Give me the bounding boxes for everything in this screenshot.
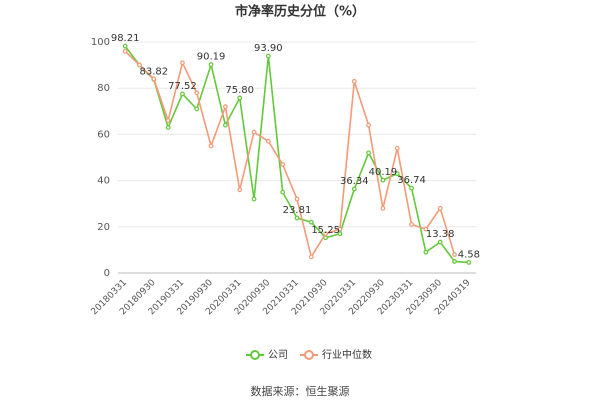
y-tick-label: 40: [97, 176, 110, 187]
point: [294, 196, 300, 202]
data-label: 13.38: [426, 229, 455, 240]
series-line: [124, 50, 456, 259]
y-tick-label: 80: [97, 83, 110, 94]
data-label: 15.25: [311, 225, 340, 236]
point: [265, 138, 271, 144]
point: [437, 239, 443, 245]
point: [122, 48, 128, 54]
point: [452, 252, 457, 257]
point: [423, 226, 429, 232]
point: [366, 122, 372, 128]
data-label: 98.21: [111, 33, 140, 44]
source: 数据来源：恒生聚源: [251, 384, 350, 398]
point: [308, 219, 314, 225]
y-tick-label: 20: [97, 222, 110, 233]
data-label: 90.19: [197, 52, 226, 63]
data-label: 36.74: [397, 175, 426, 186]
point: [280, 189, 286, 195]
point: [237, 187, 243, 193]
data-label: 36.34: [340, 176, 369, 187]
point: [294, 215, 300, 221]
data-label: 4.58: [458, 249, 480, 260]
point: [394, 145, 400, 151]
point: [122, 43, 128, 49]
data-label: 83.82: [139, 66, 168, 77]
point: [151, 76, 157, 82]
point: [366, 150, 372, 156]
point: [351, 78, 357, 84]
point: [251, 196, 257, 202]
point: [280, 162, 286, 167]
y-tick-label: 0: [104, 268, 110, 279]
point: [351, 186, 357, 192]
chart-title: 市净率历史分位（%）: [235, 4, 365, 20]
point: [180, 60, 185, 66]
point: [180, 91, 185, 97]
point: [466, 260, 472, 265]
point: [323, 231, 329, 237]
point: [380, 177, 386, 183]
point: [165, 118, 171, 123]
point: [452, 259, 457, 264]
legend-label: 行业中位数: [322, 348, 372, 361]
point: [265, 53, 271, 59]
point: [251, 129, 257, 135]
point: [208, 62, 214, 68]
legend-marker: [304, 350, 314, 360]
series-line: [124, 45, 469, 264]
point: [308, 254, 314, 260]
data-label: 93.90: [254, 43, 283, 54]
legend-marker: [250, 350, 260, 360]
point: [423, 249, 429, 255]
point: [380, 205, 386, 211]
point: [409, 185, 414, 191]
point: [337, 231, 343, 237]
point: [394, 171, 400, 177]
point: [222, 122, 228, 128]
point: [222, 104, 228, 110]
data-label: 23.81: [283, 205, 312, 216]
point: [437, 205, 443, 211]
data-label: 40.19: [369, 167, 398, 178]
y-tick-label: 60: [97, 129, 110, 140]
point: [165, 125, 171, 130]
point: [337, 226, 343, 232]
point: [194, 90, 200, 96]
point: [194, 106, 200, 112]
point: [409, 222, 414, 227]
point: [237, 95, 243, 101]
point: [208, 143, 214, 149]
legend-label: 公司: [268, 350, 288, 361]
y-tick-label: 100: [91, 37, 110, 48]
point: [137, 62, 142, 68]
data-label: 77.52: [168, 81, 197, 92]
data-label: 75.80: [225, 85, 254, 96]
